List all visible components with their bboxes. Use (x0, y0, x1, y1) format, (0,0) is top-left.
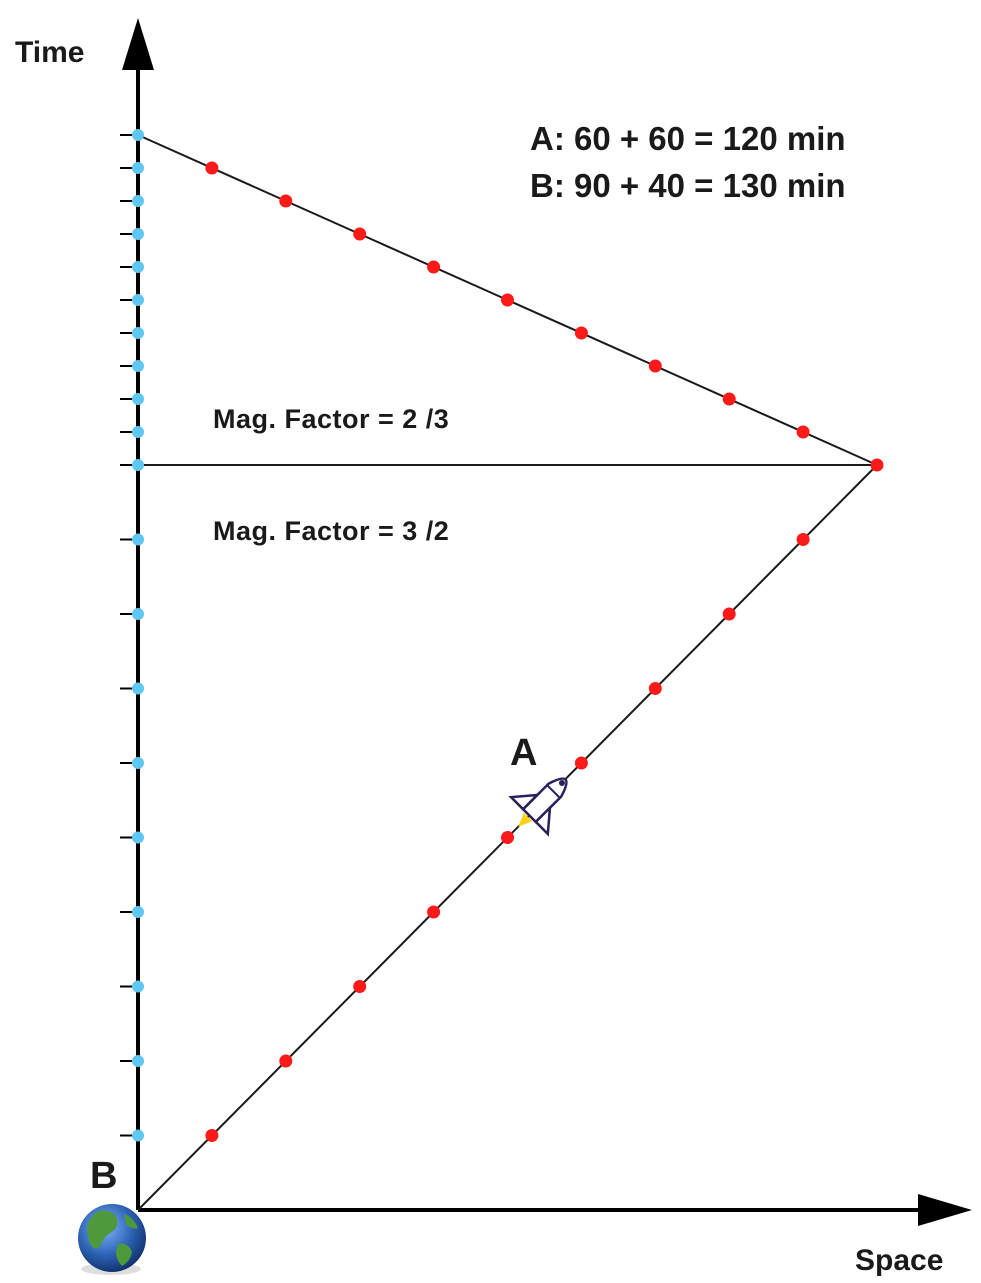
a-tick-dot (501, 831, 514, 844)
b-tick-dot (132, 426, 144, 438)
b-tick-dot (132, 533, 144, 546)
mag-factor-upper: Mag. Factor = 2 /3 (213, 404, 449, 434)
a-tick-dot (427, 260, 441, 274)
a-tick-dot (501, 293, 514, 307)
a-tick-dot (427, 905, 441, 919)
equation-a: A: 60 + 60 = 120 min (530, 120, 846, 157)
b-tick-dot (132, 261, 144, 273)
a-tick-dot (870, 458, 884, 472)
a-clock-ticks (205, 161, 884, 1142)
earth-globe-icon (78, 1204, 146, 1275)
a-tick-dot (796, 425, 810, 439)
a-tick-dot (279, 194, 293, 208)
b-tick-dot (132, 1129, 144, 1142)
b-tick-dot (132, 294, 144, 306)
a-tick-dot (205, 161, 219, 175)
time-axis-arrow (122, 18, 154, 70)
b-tick-dot (132, 228, 144, 240)
a-tick-dot (648, 359, 662, 373)
b-tick-dot (132, 129, 144, 141)
b-tick-dot (132, 162, 144, 174)
a-tick-dot (722, 607, 736, 621)
a-tick-dot (353, 980, 367, 993)
b-tick-dot (132, 831, 144, 844)
space-axis-label: Space (855, 1244, 943, 1277)
a-tick-dot (279, 1054, 293, 1068)
b-tick-dot (132, 682, 144, 695)
b-tick-dot (132, 608, 144, 620)
b-tick-dot (132, 195, 144, 207)
a-tick-dot (574, 756, 588, 770)
a-tick-dot (648, 682, 662, 695)
b-tick-dot (132, 393, 144, 405)
a-tick-dot (574, 326, 588, 340)
observer-b-label: B (90, 1155, 117, 1197)
b-clock-ticks (120, 129, 144, 1142)
space-axis-arrow (918, 1194, 972, 1226)
b-tick-dot (132, 757, 144, 769)
mag-factor-lower: Mag. Factor = 3 /2 (213, 516, 449, 546)
equation-b: B: 90 + 40 = 130 min (530, 167, 846, 204)
b-tick-dot (132, 459, 144, 471)
b-tick-dot (132, 906, 144, 918)
a-tick-dot (722, 392, 736, 406)
b-tick-dot (132, 327, 144, 339)
b-tick-dot (132, 360, 144, 372)
a-tick-dot (353, 227, 367, 241)
a-tick-dot (205, 1129, 219, 1142)
space-shuttle-icon (508, 777, 568, 837)
observer-a-label: A (510, 732, 537, 774)
b-tick-dot (132, 980, 144, 993)
a-tick-dot (796, 533, 810, 546)
b-tick-dot (132, 1055, 144, 1067)
time-axis-label: Time (15, 36, 84, 69)
